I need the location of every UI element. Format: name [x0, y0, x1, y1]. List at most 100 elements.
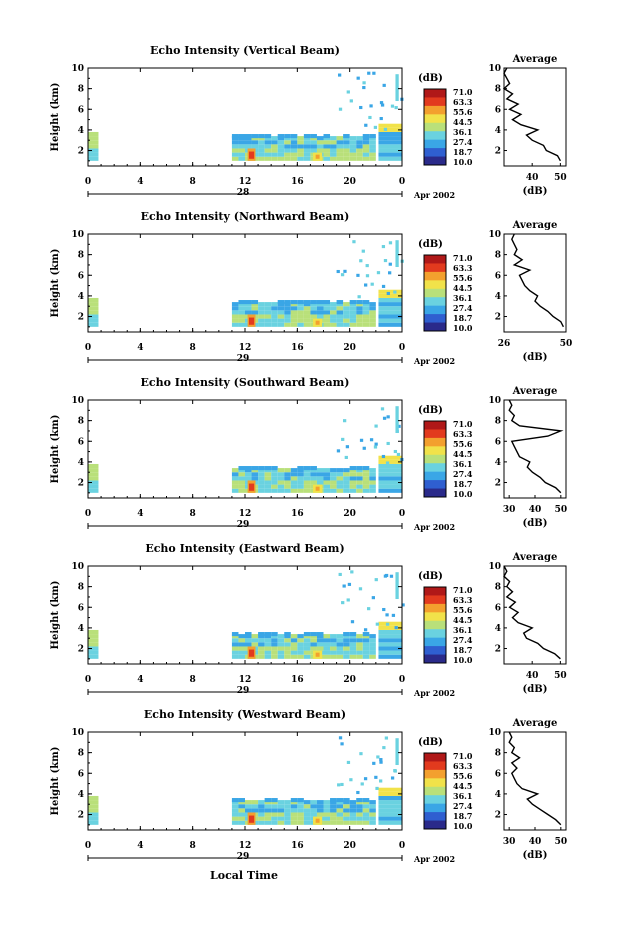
- heat-cell: [349, 476, 357, 481]
- heat-cell: [356, 646, 363, 651]
- heat-cell: [297, 306, 304, 311]
- heatmap-title: Echo Intensity (Vertical Beam): [150, 44, 340, 57]
- heat-cell: [323, 306, 331, 311]
- heat-cell: [271, 322, 278, 327]
- heat-cell: [284, 314, 291, 319]
- heat-cell: [251, 634, 259, 639]
- heat-cell: [258, 800, 265, 805]
- heat-cell: [231, 306, 239, 311]
- heat-cell: [284, 476, 291, 481]
- x-tick-label: 12: [239, 841, 252, 851]
- colorbar-segment: [424, 646, 446, 656]
- heat-cell: [362, 638, 370, 643]
- heat-cell: [238, 322, 245, 327]
- heat-cell: [88, 148, 99, 153]
- heat-cell: [378, 484, 402, 489]
- heat-cell: [330, 638, 337, 643]
- heat-cell: [231, 798, 239, 803]
- y-axis-label: Height (km): [50, 249, 61, 318]
- colorbar-tick-label: 44.5: [453, 449, 472, 459]
- heat-cell: [323, 654, 331, 659]
- heat-cell: [277, 650, 285, 655]
- heat-cell: [277, 488, 285, 493]
- heat-cell: [88, 654, 99, 659]
- profile-y-tick-label: 2: [495, 645, 501, 655]
- colorbar-segment: [424, 429, 446, 439]
- heat-cell: [245, 642, 252, 647]
- heat-cell: [378, 621, 402, 626]
- heat-cell: [271, 152, 278, 157]
- heat-cell: [238, 654, 245, 659]
- heat-cell: [323, 634, 331, 639]
- heat-cell: [310, 638, 317, 643]
- heat-cell: [316, 472, 324, 477]
- heat-cell: [277, 468, 285, 473]
- colorbar-frame: [423, 586, 447, 664]
- heat-cell: [264, 152, 272, 157]
- heat-cell: [369, 812, 376, 817]
- heat-cell: [258, 484, 265, 489]
- heat-cell: [375, 622, 379, 626]
- heat-cell: [245, 134, 252, 139]
- heat-cell: [362, 808, 370, 813]
- heat-cell: [378, 318, 402, 323]
- heat-cell: [297, 804, 304, 809]
- heat-cell: [258, 302, 265, 307]
- heat-cell: [316, 306, 324, 311]
- heat-cell: [251, 140, 259, 145]
- heat-cell: [369, 472, 376, 477]
- colorbar-unit: (dB): [418, 571, 443, 582]
- heat-cell: [316, 314, 324, 319]
- heat-cell: [349, 800, 357, 805]
- y-tick-label: 10: [71, 562, 84, 572]
- y-tick-label: 10: [71, 728, 84, 738]
- heat-cell: [401, 603, 405, 607]
- heat-cell: [231, 642, 239, 647]
- heat-cell: [378, 468, 402, 473]
- heat-cell: [374, 442, 378, 446]
- heat-cell: [395, 74, 399, 102]
- heat-cell: [316, 148, 324, 153]
- heat-cell: [238, 646, 245, 651]
- heat-cell: [330, 140, 337, 145]
- heat-cell: [336, 306, 344, 311]
- heat-cell: [315, 652, 320, 657]
- heat-cell: [343, 820, 350, 825]
- heat-cell: [369, 650, 376, 655]
- y-tick-label: 2: [78, 313, 84, 323]
- heat-cell: [258, 314, 265, 319]
- profile-y-tick-label: 4: [495, 126, 501, 136]
- heat-cell: [330, 156, 337, 161]
- heat-cell: [316, 800, 324, 805]
- heat-cell: [238, 812, 245, 817]
- heat-cell: [290, 816, 298, 821]
- heat-cell: [248, 151, 255, 159]
- colorbar-segment: [424, 603, 446, 613]
- heat-cell: [369, 306, 376, 311]
- heat-cell: [336, 816, 344, 821]
- heat-cell: [284, 800, 291, 805]
- heat-cell: [356, 638, 363, 643]
- heat-cell: [330, 654, 337, 659]
- profile-y-tick-label: 2: [495, 147, 501, 157]
- profile-line: [503, 565, 561, 660]
- heat-cell: [310, 804, 317, 809]
- profile-y-tick-label: 4: [495, 458, 501, 468]
- colorbar-segment: [424, 480, 446, 490]
- heat-cell: [343, 306, 350, 311]
- heat-cell: [369, 310, 376, 315]
- heat-cell: [284, 484, 291, 489]
- colorbar-tick-label: 71.0: [453, 253, 473, 263]
- heat-cell: [290, 812, 298, 817]
- heat-cell: [238, 804, 245, 809]
- heat-cell: [362, 140, 370, 145]
- heat-cell: [343, 804, 350, 809]
- heat-cell: [297, 148, 304, 153]
- heat-cell: [231, 816, 239, 821]
- heat-cell: [336, 449, 341, 453]
- x-axis-title: Local Time: [210, 869, 278, 882]
- heat-cell: [378, 654, 402, 659]
- x-tick-label: 20: [343, 841, 356, 851]
- heat-cell: [362, 484, 370, 489]
- heat-cell: [88, 472, 99, 477]
